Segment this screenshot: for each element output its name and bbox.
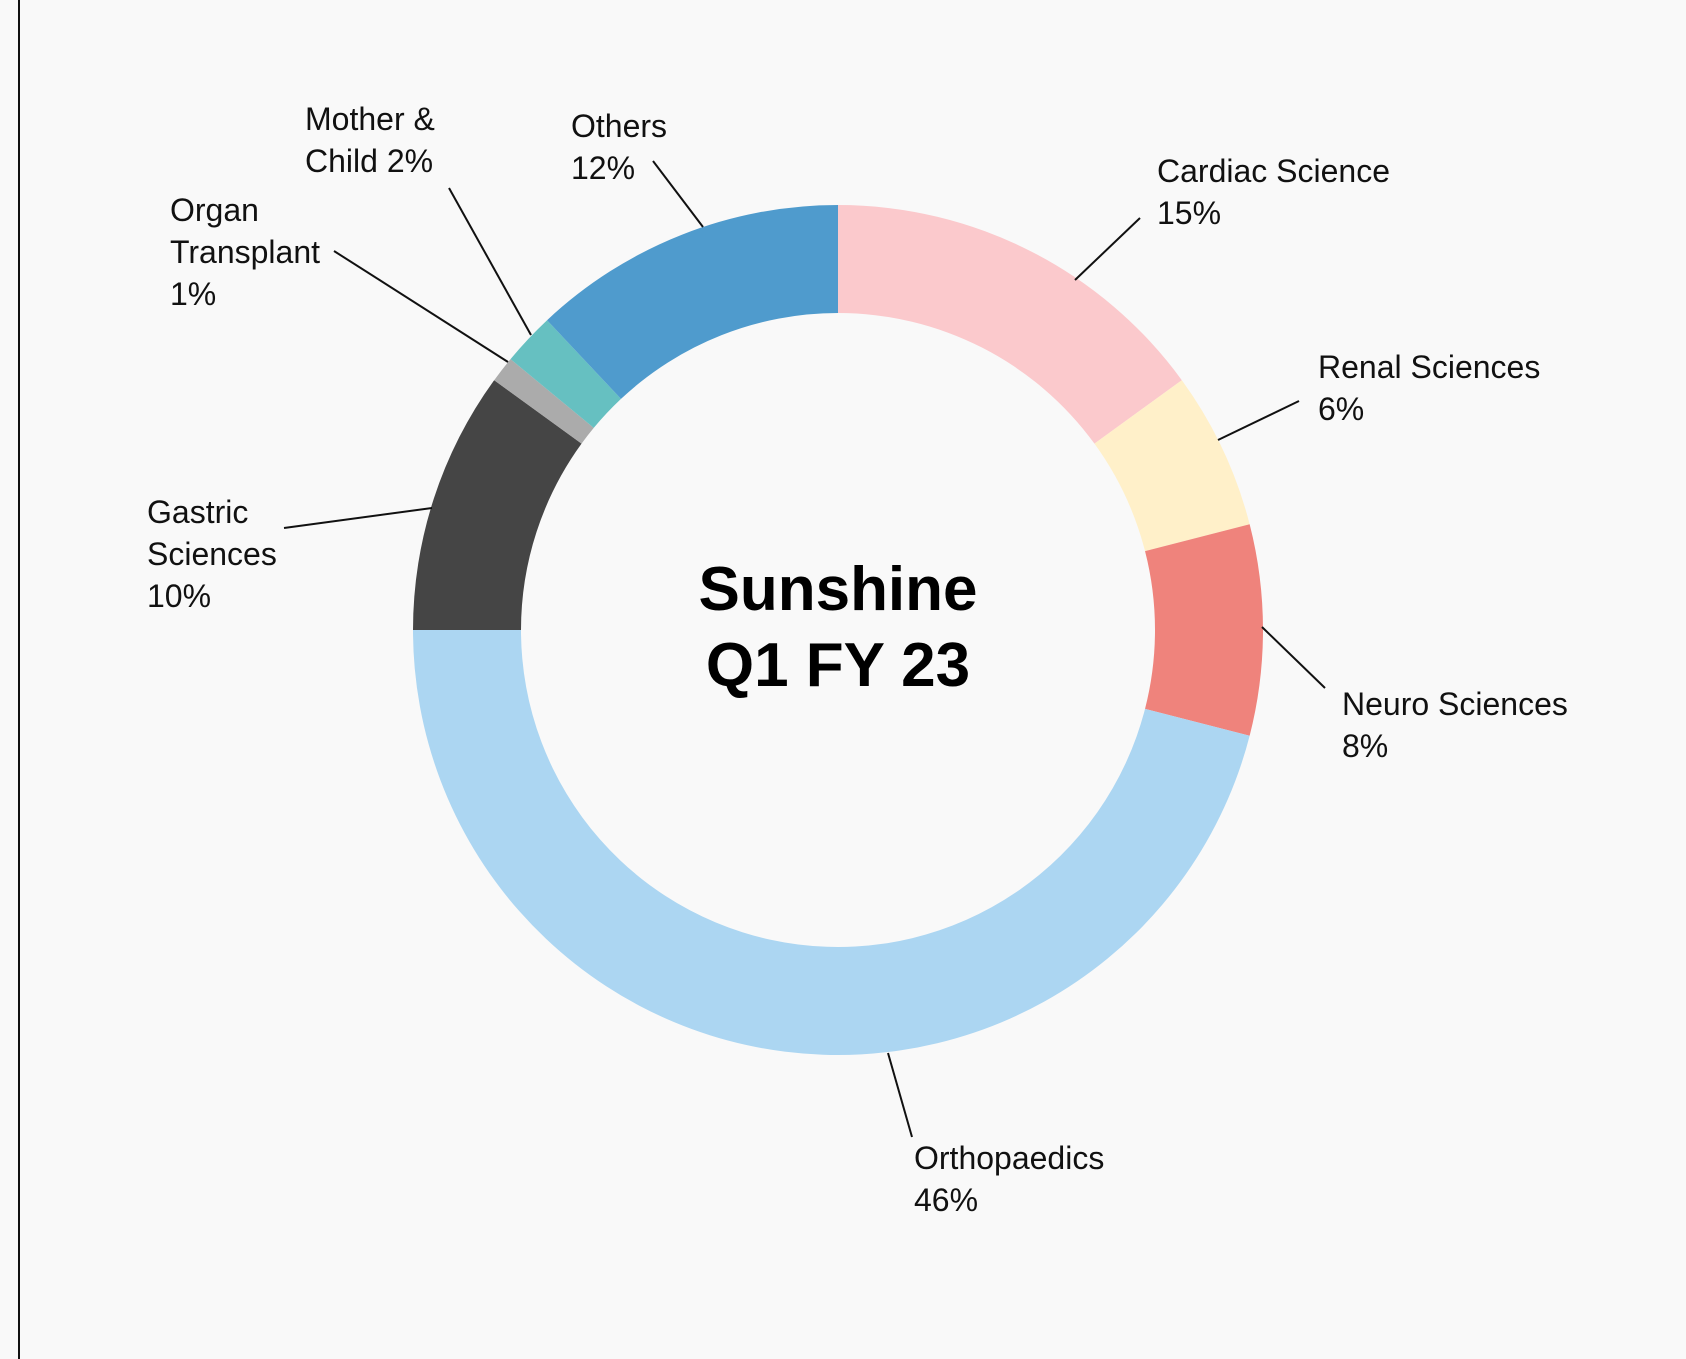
- value-label: 1%: [170, 276, 217, 312]
- category-label: Others: [571, 108, 668, 144]
- slice-label: Neuro Sciences 8%: [1342, 683, 1642, 767]
- value-label: 8%: [1342, 728, 1389, 764]
- value-label: 10%: [147, 578, 212, 614]
- donut-slice: [547, 205, 838, 399]
- category-label: Neuro Sciences: [1342, 686, 1568, 722]
- slice-label: Renal Sciences 6%: [1318, 346, 1618, 430]
- leader-line: [333, 250, 509, 363]
- category-label: Cardiac Science: [1157, 153, 1390, 189]
- value-label: 6%: [1318, 391, 1365, 427]
- leader-line: [1217, 400, 1300, 441]
- leader-line: [1261, 626, 1326, 689]
- slice-label: Orthopaedics 46%: [914, 1137, 1214, 1221]
- donut-slice: [510, 320, 621, 428]
- leader-line: [1074, 217, 1141, 281]
- value-label: 2%: [386, 143, 434, 179]
- donut-slice: [494, 359, 594, 444]
- chart-title: Sunshine Q1 FY 23: [698, 555, 978, 700]
- leader-line: [652, 160, 704, 228]
- donut-slice: [1094, 380, 1250, 552]
- donut-slice: [413, 630, 1250, 1055]
- slice-label: Organ Transplant 1%: [170, 189, 340, 315]
- category-label: Gastric Sciences: [147, 494, 277, 572]
- category-label: Organ Transplant: [170, 192, 320, 270]
- value-label: 12%: [571, 150, 636, 186]
- category-label: Orthopaedics: [914, 1140, 1105, 1176]
- leader-line: [887, 1052, 913, 1138]
- donut-slice: [838, 205, 1182, 444]
- slice-label: Cardiac Science 15%: [1157, 150, 1457, 234]
- category-label: Mother & Child: [305, 101, 435, 179]
- leader-line: [448, 187, 532, 336]
- category-label: Renal Sciences: [1318, 349, 1541, 385]
- slice-label: Mother & Child 2%: [305, 98, 455, 182]
- donut-slice: [413, 380, 582, 630]
- slice-label: Others 12%: [571, 105, 691, 189]
- value-label: 15%: [1157, 195, 1222, 231]
- donut-slice: [1145, 524, 1263, 736]
- slice-label: Gastric Sciences 10%: [147, 491, 297, 617]
- value-label: 46%: [914, 1182, 979, 1218]
- leader-line: [283, 507, 433, 529]
